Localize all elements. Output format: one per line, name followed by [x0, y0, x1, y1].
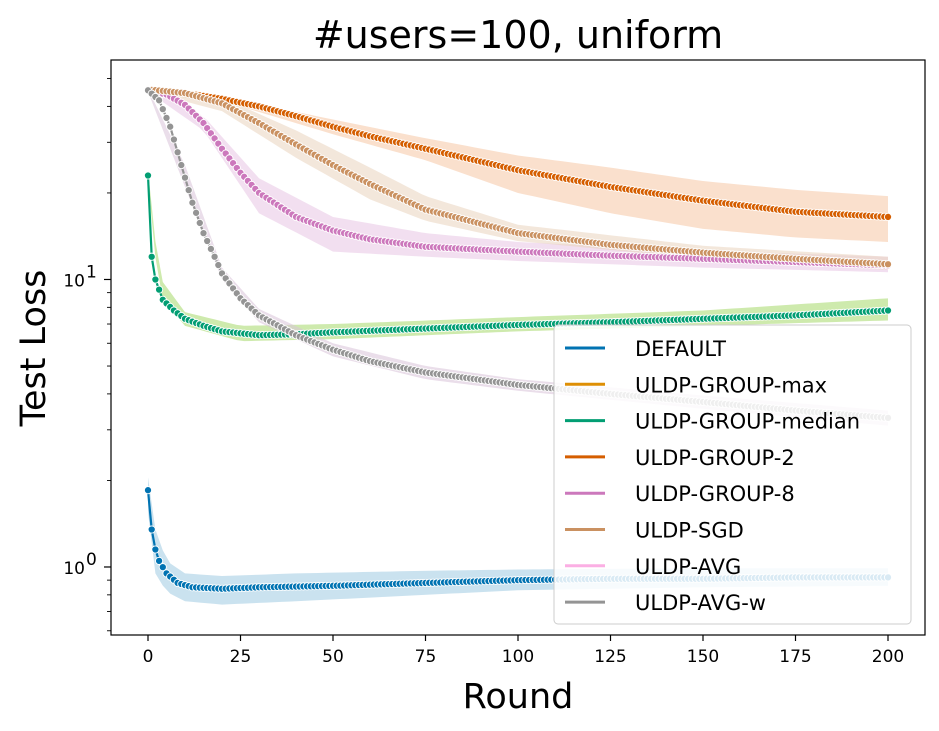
uldp-avg-w-point	[184, 186, 193, 195]
default-point	[155, 556, 164, 565]
x-axis-label: Round	[463, 677, 574, 717]
legend-label-uldp-sgd: ULDP-SGD	[635, 519, 744, 543]
x-tick-label: 75	[415, 647, 437, 667]
uldp-avg-w-point	[180, 173, 190, 182]
legend-label-uldp-group-8: ULDP-GROUP-8	[635, 482, 795, 506]
uldp-avg-w-point	[214, 261, 223, 270]
uldp-avg-w-point	[173, 148, 182, 157]
y-tick-label: 10	[63, 271, 85, 291]
uldp-avg-w-point	[188, 198, 197, 207]
y-tick-label: 10	[63, 559, 85, 579]
legend-label-uldp-avg: ULDP-AVG	[635, 555, 741, 579]
legend-label-uldp-group-max: ULDP-GROUP-max	[635, 373, 827, 397]
uldp-group-median-point	[883, 306, 893, 315]
uldp-group-8-band	[148, 88, 888, 273]
uldp-group-median-point	[147, 252, 156, 261]
legend-label-default: DEFAULT	[635, 337, 726, 361]
x-axis-ticks: 0 25 50 75 100 125 150 175 200	[143, 635, 904, 667]
uldp-avg-w-point	[206, 244, 215, 253]
legend-label-uldp-group-median: ULDP-GROUP-median	[635, 410, 860, 434]
uldp-avg-w-point	[166, 122, 175, 131]
x-tick-label: 25	[230, 647, 252, 667]
y-tick-exponent: 0	[86, 550, 97, 570]
uldp-avg-w-point	[162, 113, 171, 122]
uldp-group-2-point	[883, 212, 893, 222]
uldp-avg-w-point	[177, 161, 186, 170]
y-axis-label: Test Loss	[14, 270, 54, 428]
legend-box	[553, 324, 912, 625]
uldp-group-median-band	[148, 170, 888, 342]
uldp-avg-w-point	[158, 105, 167, 114]
x-tick-label: 175	[779, 647, 811, 667]
x-tick-label: 0	[143, 647, 154, 667]
x-tick-label: 200	[872, 647, 904, 667]
uldp-avg-w-point	[155, 96, 164, 105]
legend: DEFAULT ULDP-GROUP-max ULDP-GROUP-median UL…	[553, 324, 912, 625]
y-tick-exponent: 1	[86, 262, 97, 282]
uldp-avg-w-point	[192, 208, 201, 217]
uldp-group-median-point	[143, 171, 153, 180]
x-tick-label: 100	[502, 647, 534, 667]
uldp-avg-w-point	[169, 135, 178, 144]
uldp-avg-w-point	[203, 236, 212, 246]
uldp-avg-w-point	[199, 229, 208, 238]
default-point	[143, 486, 153, 495]
x-tick-label: 125	[594, 647, 626, 667]
x-tick-label: 50	[322, 647, 344, 667]
uldp-group-median-point	[155, 285, 164, 294]
default-point	[158, 563, 167, 572]
uldp-avg-w-point	[195, 218, 204, 227]
default-point	[147, 525, 156, 534]
legend-label-uldp-avg-w: ULDP-AVG-w	[635, 591, 766, 615]
chart-title: #users=100, uniform	[313, 13, 723, 57]
default-point	[151, 545, 160, 554]
uldp-avg-w-point	[210, 252, 219, 261]
uldp-sgd-point	[883, 260, 893, 269]
x-tick-label: 150	[687, 647, 719, 667]
uldp-group-median-point	[151, 275, 160, 284]
legend-label-uldp-group-2: ULDP-GROUP-2	[635, 446, 795, 470]
